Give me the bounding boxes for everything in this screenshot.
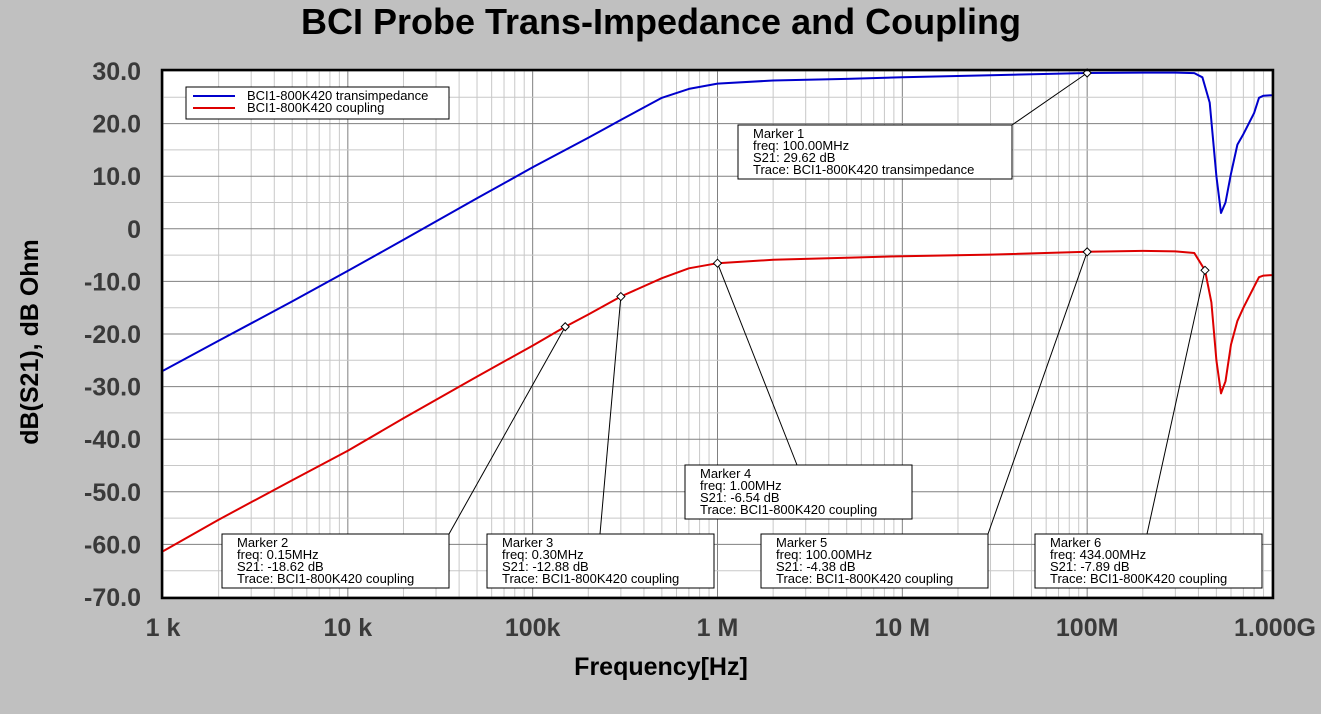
marker-box: [737, 124, 1013, 180]
marker-text: freq: 0.15MHz: [237, 547, 319, 562]
x-tick-label: 100k: [505, 614, 561, 642]
marker-box: [684, 464, 913, 520]
legend-box: [185, 86, 450, 120]
x-tick-label: 1 k: [146, 614, 181, 642]
x-axis-label: Frequency[Hz]: [574, 653, 748, 681]
marker-diamond: [616, 291, 626, 302]
marker-text: Trace: BCI1-800K420 transimpedance: [753, 162, 974, 177]
series-layer: [162, 71, 1273, 553]
marker-box: [486, 533, 715, 589]
y-tick-label: 20.0: [92, 111, 141, 139]
marker-leaders: [448, 68, 1210, 535]
marker-leader-line: [987, 251, 1088, 535]
series-line-coupling: [162, 249, 1273, 553]
marker-text: S21: -6.54 dB: [700, 490, 780, 505]
series-line-transimpedance: [162, 71, 1273, 372]
marker-leader-line: [448, 326, 566, 535]
x-tick-label: 10 M: [875, 614, 931, 642]
marker-text: freq: 1.00MHz: [700, 478, 782, 493]
marker-text: Marker 3: [502, 535, 553, 550]
y-tick-label: -50.0: [84, 479, 141, 507]
marker-box: [760, 533, 989, 589]
x-tick-label: 1 M: [697, 614, 739, 642]
y-axis-label: dB(S21), dB Ohm: [16, 239, 44, 445]
marker-text: S21: 29.62 dB: [753, 150, 835, 165]
legend-label-transimpedance: BCI1-800K420 transimpedance: [247, 88, 428, 103]
marker-text: freq: 100.00MHz: [776, 547, 872, 562]
y-axis-ticks: 30.0 20.0 10.0 0 -10.0 -20.0 -30.0 -40.0 -50.0 -6…: [84, 58, 141, 612]
y-tick-label: 0: [127, 216, 141, 244]
marker-leader-line: [599, 296, 622, 535]
marker-text: Marker 5: [776, 535, 827, 550]
marker-text: S21: -4.38 dB: [776, 559, 856, 574]
marker-text: freq: 0.30MHz: [502, 547, 584, 562]
marker-text: S21: -12.88 dB: [502, 559, 589, 574]
marker-text: S21: -7.89 dB: [1050, 559, 1130, 574]
marker-leader-line: [1146, 270, 1206, 535]
marker-text: freq: 434.00MHz: [1050, 547, 1146, 562]
x-axis-ticks: 1 k 10 k 100k 1 M 10 M 100M 1.000G: [146, 614, 1316, 642]
y-tick-label: -70.0: [84, 584, 141, 612]
x-tick-label: 1.000G: [1234, 614, 1316, 642]
y-tick-label: 10.0: [92, 163, 141, 191]
y-tick-label: -30.0: [84, 374, 141, 402]
chart-title: BCI Probe Trans-Impedance and Coupling: [301, 1, 1021, 42]
legend-label-coupling: BCI1-800K420 coupling: [247, 100, 384, 115]
marker-text: Marker 2: [237, 535, 288, 550]
y-tick-label: -60.0: [84, 531, 141, 559]
marker-leader-line: [717, 263, 798, 466]
y-tick-label: -40.0: [84, 426, 141, 454]
marker-diamond: [712, 258, 723, 268]
y-tick-label: -10.0: [84, 268, 141, 296]
marker-text: freq: 100.00MHz: [753, 138, 849, 153]
marker-text: Trace: BCI1-800K420 coupling: [776, 571, 953, 586]
marker-text: Trace: BCI1-800K420 coupling: [502, 571, 679, 586]
plot-frame: [160, 68, 1275, 600]
marker-diamond: [560, 322, 570, 332]
marker-leader-line: [1011, 72, 1088, 126]
x-tick-label: 100M: [1056, 614, 1119, 642]
marker-text: Trace: BCI1-800K420 coupling: [700, 502, 877, 517]
x-tick-label: 10 k: [323, 614, 372, 642]
marker-text: Marker 6: [1050, 535, 1101, 550]
legend: BCI1-800K420 transimpedance BCI1-800K420…: [185, 86, 450, 120]
y-tick-label: 30.0: [92, 58, 141, 86]
y-tick-label: -20.0: [84, 321, 141, 349]
marker-text: Trace: BCI1-800K420 coupling: [1050, 571, 1227, 586]
marker-text: Marker 1: [753, 126, 804, 141]
marker-text: Trace: BCI1-800K420 coupling: [237, 571, 414, 586]
marker-diamond: [1200, 265, 1210, 276]
marker-box: [1034, 533, 1263, 589]
marker-diamond: [1082, 247, 1092, 257]
marker-text: Marker 4: [700, 466, 751, 481]
marker-box: [221, 533, 450, 589]
marker-text: S21: -18.62 dB: [237, 559, 324, 574]
